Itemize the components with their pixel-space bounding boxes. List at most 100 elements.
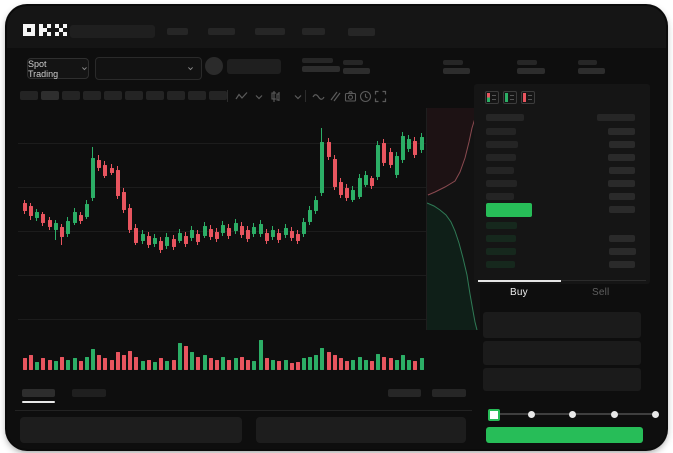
slider-stop[interactable] — [569, 411, 576, 418]
timeframe-button[interactable] — [41, 91, 59, 100]
compare-icon[interactable] — [328, 90, 341, 103]
volume-bar — [116, 352, 120, 370]
timeframe-button[interactable] — [167, 91, 185, 100]
volume-bar — [172, 360, 176, 370]
bid-amount-placeholder[interactable] — [609, 235, 635, 242]
timeframe-button[interactable] — [20, 91, 38, 100]
volume-bar — [302, 358, 306, 370]
candle-body — [97, 160, 101, 168]
total-input[interactable] — [483, 368, 641, 391]
orderbook-amount-header-placeholder — [597, 114, 635, 121]
volume-bar — [35, 362, 39, 370]
candle-body — [327, 142, 331, 157]
buy-tab-indicator — [478, 280, 561, 282]
bottom-tab-placeholder[interactable] — [72, 389, 106, 397]
amount-input[interactable] — [483, 341, 641, 365]
candle-style-icon[interactable] — [270, 90, 283, 103]
candle-body — [227, 228, 231, 236]
candle-body — [85, 204, 89, 217]
volume-bar — [320, 348, 324, 370]
pair-name-placeholder — [227, 59, 281, 74]
nav-item-placeholder[interactable] — [348, 28, 375, 36]
nav-item-placeholder[interactable] — [255, 28, 285, 35]
slider-stop[interactable] — [610, 411, 618, 418]
bid-price-placeholder[interactable] — [486, 248, 516, 255]
price-input[interactable] — [483, 312, 641, 338]
chart-gridline — [18, 275, 426, 276]
timeframe-button[interactable] — [188, 91, 206, 100]
buy-button[interactable] — [486, 427, 643, 443]
ask-amount-placeholder[interactable] — [609, 167, 635, 174]
candle-body — [110, 168, 114, 173]
volume-bar — [165, 361, 169, 370]
slider-stop[interactable] — [527, 411, 535, 418]
candle-body — [389, 152, 393, 165]
orderbook-view-bids-icon[interactable] — [503, 91, 517, 104]
ask-price-placeholder[interactable] — [486, 180, 517, 187]
bid-price-placeholder[interactable] — [486, 222, 517, 229]
volume-bar — [54, 361, 58, 370]
tab-buy[interactable]: Buy — [510, 287, 528, 298]
nav-item-placeholder[interactable] — [302, 28, 325, 35]
orderbook-view-asks-icon[interactable] — [521, 91, 535, 104]
bid-amount-placeholder[interactable] — [609, 261, 635, 268]
camera-snapshot-icon[interactable] — [344, 90, 357, 103]
market-type-dropdown[interactable]: Spot Trading — [27, 58, 89, 79]
ask-price-placeholder[interactable] — [486, 167, 514, 174]
candle-body — [184, 236, 188, 244]
stat-label-placeholder — [517, 60, 537, 65]
chevron-down-icon[interactable] — [254, 92, 267, 105]
ask-amount-placeholder[interactable] — [609, 193, 635, 200]
stat-value-placeholder — [302, 66, 340, 72]
history-panel-placeholder — [256, 417, 466, 443]
volume-bar — [122, 355, 126, 370]
ask-amount-placeholder[interactable] — [608, 154, 635, 161]
candle-body — [339, 182, 343, 195]
bottom-action-placeholder[interactable] — [432, 389, 466, 397]
timeframe-button[interactable] — [83, 91, 101, 100]
ask-amount-placeholder[interactable] — [609, 141, 635, 148]
okx-logo[interactable] — [23, 23, 67, 42]
volume-bar — [128, 351, 132, 370]
line-style-icon[interactable] — [235, 90, 248, 103]
candlestick-chart[interactable] — [18, 108, 426, 372]
bid-price-placeholder[interactable] — [486, 235, 516, 242]
fullscreen-icon[interactable] — [374, 90, 387, 103]
slider-handle[interactable] — [488, 409, 500, 421]
orderbook-view-both-icon[interactable] — [485, 91, 499, 104]
chevron-down-icon[interactable] — [293, 92, 306, 105]
timeframe-button[interactable] — [146, 91, 164, 100]
volume-bar — [358, 357, 362, 370]
ask-price-placeholder[interactable] — [486, 128, 516, 135]
timeframe-button[interactable] — [62, 91, 80, 100]
candle-body — [395, 156, 399, 175]
nav-item-placeholder[interactable] — [167, 28, 188, 35]
timeframe-button[interactable] — [209, 91, 227, 100]
last-price-bar[interactable] — [486, 203, 532, 217]
timeframe-button[interactable] — [104, 91, 122, 100]
volume-bar — [91, 349, 95, 370]
volume-bar — [234, 358, 238, 370]
candle-body — [302, 222, 306, 234]
bottom-action-placeholder[interactable] — [388, 389, 421, 397]
pair-selector-dropdown[interactable] — [95, 57, 202, 80]
timeframe-button[interactable] — [125, 91, 143, 100]
toolbar-divider — [305, 90, 306, 102]
candle-body — [265, 233, 269, 241]
ask-price-placeholder[interactable] — [486, 154, 516, 161]
slider-stop[interactable] — [652, 411, 659, 418]
bottom-tab-active-placeholder[interactable] — [22, 389, 55, 397]
nav-item-placeholder[interactable] — [208, 28, 235, 35]
bid-amount-placeholder[interactable] — [609, 248, 636, 255]
indicator-wave-icon[interactable] — [312, 90, 325, 103]
ask-price-placeholder[interactable] — [486, 141, 518, 148]
depth-chart[interactable] — [426, 108, 480, 331]
tab-sell[interactable]: Sell — [592, 287, 610, 298]
bid-price-placeholder[interactable] — [486, 261, 515, 268]
ask-amount-placeholder[interactable] — [608, 180, 635, 187]
ask-amount-placeholder[interactable] — [608, 128, 635, 135]
ask-price-placeholder[interactable] — [486, 193, 514, 200]
history-clock-icon[interactable] — [359, 90, 372, 103]
search-input[interactable] — [70, 25, 155, 38]
volume-bar — [60, 357, 64, 370]
